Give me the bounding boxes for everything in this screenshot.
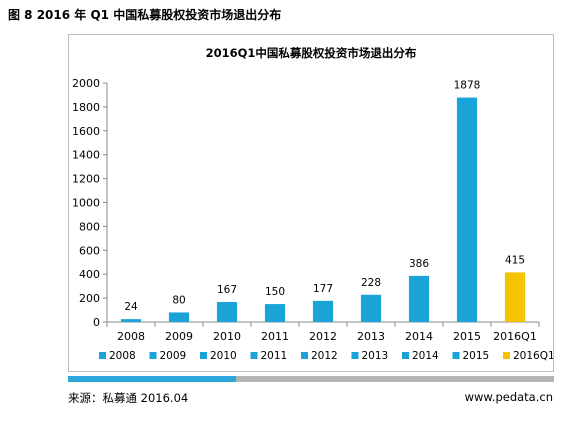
y-tick-label: 1200 <box>72 173 100 186</box>
x-tick-label: 2012 <box>309 330 337 343</box>
x-tick-label: 2016Q1 <box>493 330 537 343</box>
bar-chart: 2016Q1中国私募股权投资市场退出分布 0 200 400 600 800 1000 12… <box>72 46 555 362</box>
bar-2013 <box>360 294 382 322</box>
legend-swatch <box>200 352 207 359</box>
legend-entry: 2012 <box>311 350 338 362</box>
bar-2015 <box>456 97 478 322</box>
y-tick-label: 800 <box>79 220 100 233</box>
bar-value-label: 167 <box>217 284 237 296</box>
bar-value-label: 415 <box>505 254 525 266</box>
chart-axes: 0 200 400 600 800 1000 1200 1400 1600 1800 2000 200… <box>72 77 540 343</box>
bar-2008 <box>120 319 142 322</box>
x-tick-label: 2013 <box>357 330 385 343</box>
x-tick-label: 2015 <box>453 330 481 343</box>
legend-entry: 2009 <box>160 350 187 362</box>
legend-entry: 2010 <box>210 350 237 362</box>
y-tick-label: 1600 <box>72 125 100 138</box>
bar-value-label: 80 <box>172 294 185 306</box>
bar-2016Q1 <box>504 272 526 322</box>
legend-swatch <box>301 352 308 359</box>
y-tick-label: 600 <box>79 244 100 257</box>
chart-frame: 2016Q1中国私募股权投资市场退出分布 0 200 400 600 800 1000 12… <box>68 34 555 372</box>
bar-2014 <box>408 275 430 322</box>
y-tick-label: 1800 <box>72 101 100 114</box>
chart-bars: 24 80 167 150 177 228 386 1878 415 <box>120 80 526 322</box>
legend-swatch <box>250 352 258 359</box>
x-tick-label: 2010 <box>213 330 241 343</box>
legend-swatch <box>402 352 409 359</box>
legend-entry: 2015 <box>463 350 490 362</box>
y-tick-label: 1400 <box>72 149 100 162</box>
legend-entry: 2014 <box>412 350 439 362</box>
legend-swatch <box>99 352 106 359</box>
bar-value-label: 228 <box>361 277 381 289</box>
y-tick-label: 0 <box>93 316 100 329</box>
legend-swatch <box>503 352 510 359</box>
legend-entry: 2008 <box>109 350 136 362</box>
bar-value-label: 177 <box>313 283 333 295</box>
legend-swatch <box>452 352 460 359</box>
x-tick-label: 2014 <box>405 330 433 343</box>
bar-value-label: 386 <box>409 258 429 270</box>
source-note: 来源：私募通 2016.04 <box>68 391 189 405</box>
legend-entry: 2013 <box>362 350 389 362</box>
bar-2012 <box>312 300 334 322</box>
y-tick-label: 2000 <box>72 77 100 90</box>
footer-divider <box>68 376 554 382</box>
bar-value-label: 24 <box>124 301 138 313</box>
bar-value-label: 1878 <box>454 80 481 92</box>
website-link[interactable]: www.pedata.cn <box>464 390 553 404</box>
legend-entry: 2016Q1 <box>513 350 553 362</box>
bar-value-label: 150 <box>265 286 285 298</box>
legend-entry: 2011 <box>261 350 288 362</box>
footer-divider-accent <box>68 376 236 382</box>
bar-2009 <box>168 312 190 322</box>
bar-2010 <box>216 302 238 322</box>
chart-legend: 2008 2009 2010 2011 2012 2013 2014 2015 2016Q1 <box>99 350 555 362</box>
legend-swatch <box>351 352 359 359</box>
bar-2011 <box>264 304 286 322</box>
chart-title: 2016Q1中国私募股权投资市场退出分布 <box>206 46 417 60</box>
y-tick-label: 1000 <box>72 197 100 210</box>
x-tick-label: 2008 <box>117 330 145 343</box>
y-tick-label: 400 <box>79 268 100 281</box>
figure-title: 图 8 2016 年 Q1 中国私募股权投资市场退出分布 <box>8 8 282 22</box>
x-tick-label: 2009 <box>165 330 193 343</box>
x-tick-label: 2011 <box>261 330 289 343</box>
legend-swatch <box>149 352 157 359</box>
y-tick-label: 200 <box>79 292 100 305</box>
